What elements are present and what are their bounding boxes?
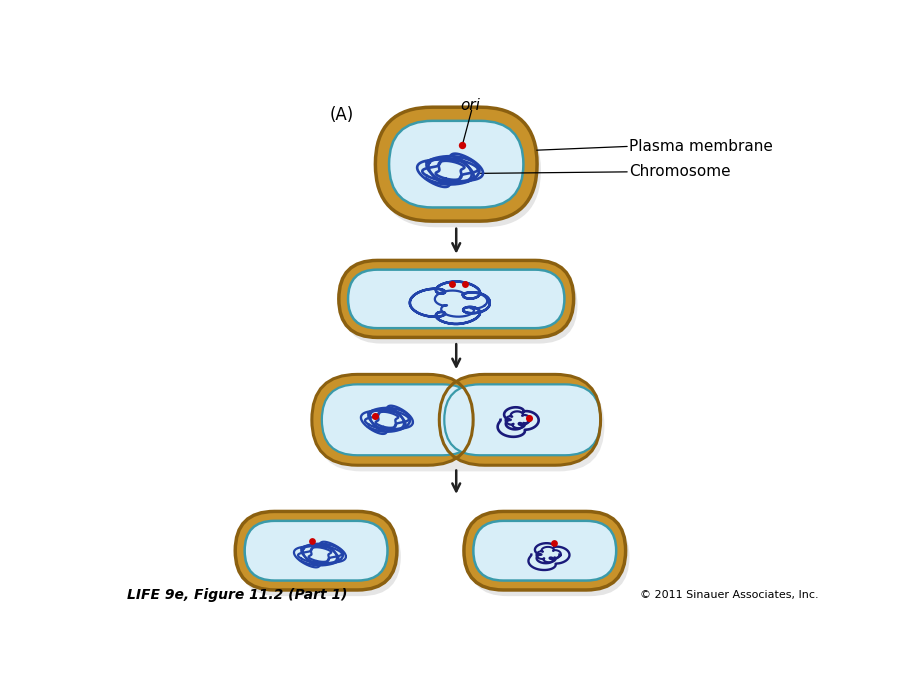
- Point: [305, 536, 320, 547]
- Text: © 2011 Sinauer Associates, Inc.: © 2011 Sinauer Associates, Inc.: [639, 589, 818, 599]
- FancyBboxPatch shape: [312, 375, 473, 465]
- Text: Chromosome: Chromosome: [629, 164, 731, 180]
- Point: [458, 278, 472, 289]
- FancyBboxPatch shape: [339, 261, 574, 338]
- Point: [522, 413, 537, 424]
- Text: Plasma membrane: Plasma membrane: [629, 139, 774, 154]
- FancyBboxPatch shape: [235, 512, 397, 590]
- FancyBboxPatch shape: [389, 121, 523, 207]
- FancyBboxPatch shape: [376, 107, 537, 221]
- FancyBboxPatch shape: [468, 518, 629, 596]
- FancyBboxPatch shape: [473, 521, 616, 580]
- Point: [445, 278, 460, 289]
- FancyBboxPatch shape: [444, 384, 600, 455]
- FancyBboxPatch shape: [239, 518, 401, 596]
- Point: [455, 140, 470, 151]
- FancyBboxPatch shape: [321, 384, 478, 455]
- FancyBboxPatch shape: [316, 381, 604, 471]
- Text: ori: ori: [460, 98, 480, 113]
- FancyBboxPatch shape: [464, 512, 625, 590]
- Text: (A): (A): [329, 106, 354, 124]
- FancyBboxPatch shape: [343, 267, 577, 344]
- FancyBboxPatch shape: [348, 269, 565, 328]
- FancyBboxPatch shape: [439, 375, 600, 465]
- FancyBboxPatch shape: [245, 521, 388, 580]
- Text: LIFE 9e, Figure 11.2 (Part 1): LIFE 9e, Figure 11.2 (Part 1): [127, 588, 347, 601]
- Point: [368, 410, 383, 421]
- FancyBboxPatch shape: [379, 113, 541, 227]
- Point: [547, 537, 562, 548]
